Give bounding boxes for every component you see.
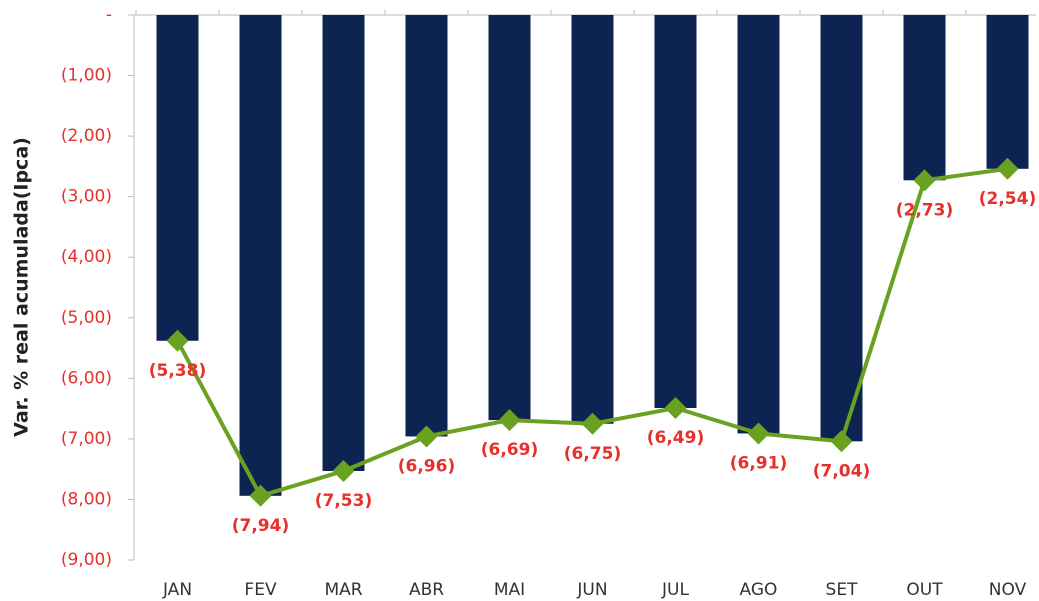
- data-label: (2,73): [896, 200, 953, 220]
- x-tick-label: ABR: [409, 580, 444, 600]
- bar: [903, 15, 946, 181]
- bar: [820, 15, 863, 442]
- bar: [405, 15, 448, 437]
- y-tick-label: (5,00): [61, 308, 112, 328]
- data-label: (7,04): [813, 461, 870, 481]
- data-label: (6,69): [481, 440, 538, 460]
- marker: [249, 484, 272, 507]
- y-tick-label: (9,00): [61, 550, 112, 570]
- data-label: (6,91): [730, 453, 787, 473]
- bar: [986, 15, 1029, 169]
- x-tick-label: AGO: [740, 580, 778, 600]
- marker: [498, 409, 521, 432]
- bar: [239, 15, 282, 496]
- data-label: (6,75): [564, 444, 621, 464]
- y-tick-label: (7,00): [61, 429, 112, 449]
- marker: [664, 397, 687, 420]
- data-label: (7,94): [232, 516, 289, 536]
- data-label: (6,96): [398, 456, 455, 476]
- data-label: (6,49): [647, 428, 704, 448]
- y-tick-label: (6,00): [61, 368, 112, 388]
- x-tick-label: MAI: [494, 580, 525, 600]
- x-tick-label: NOV: [989, 580, 1027, 600]
- bar: [488, 15, 531, 421]
- marker: [581, 412, 604, 435]
- y-tick-label: (3,00): [61, 187, 112, 207]
- marker: [913, 169, 936, 192]
- data-label: (5,38): [149, 361, 206, 381]
- marker: [747, 422, 770, 445]
- x-tick-label: JUL: [661, 580, 689, 600]
- marker: [332, 459, 355, 482]
- x-tick-label: SET: [826, 580, 859, 600]
- data-label: (7,53): [315, 491, 372, 511]
- x-tick-label: JUN: [576, 580, 607, 600]
- x-tick-label: FEV: [244, 580, 277, 600]
- y-tick-label: (2,00): [61, 126, 112, 146]
- y-axis-label: Var. % real acumulada(Ipca): [11, 137, 33, 437]
- y-tick-label: (4,00): [61, 247, 112, 267]
- x-tick-label: JAN: [162, 580, 192, 600]
- x-tick-label: OUT: [906, 580, 943, 600]
- bar: [571, 15, 614, 424]
- x-tick-label: MAR: [324, 580, 362, 600]
- y-tick-label: (8,00): [61, 489, 112, 509]
- y-tick-label: (1,00): [61, 66, 112, 86]
- marker: [996, 157, 1019, 180]
- marker: [166, 329, 189, 352]
- bar: [322, 15, 365, 471]
- bar: [654, 15, 697, 409]
- bar: [737, 15, 780, 434]
- bar: [156, 15, 199, 341]
- marker: [830, 430, 853, 453]
- y-tick-label: -: [106, 5, 112, 25]
- data-label: (2,54): [979, 189, 1036, 209]
- marker: [415, 425, 438, 448]
